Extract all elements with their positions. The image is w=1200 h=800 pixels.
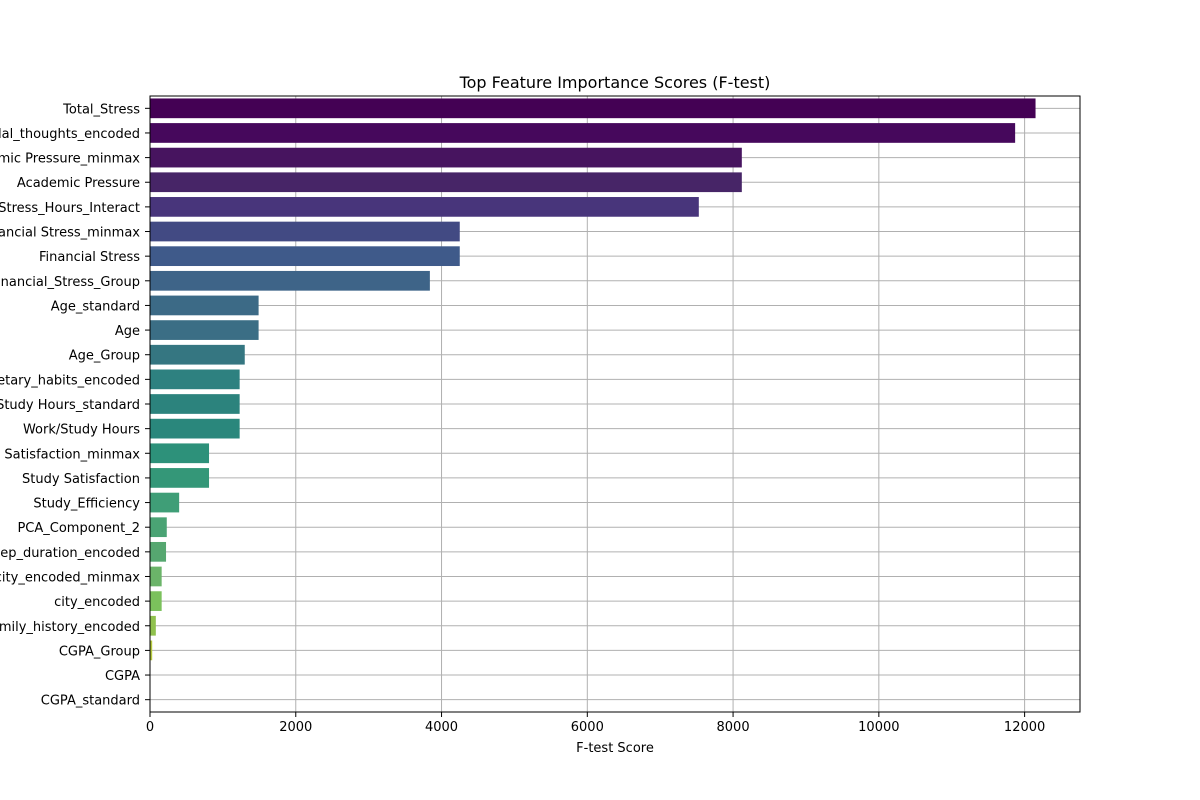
y-tick-label: PCA_Component_2: [17, 521, 140, 536]
x-tick-label: 8000: [717, 720, 750, 735]
bar: [150, 615, 156, 636]
bar: [150, 541, 167, 562]
bar: [150, 640, 153, 661]
y-tick-label: Age_Group: [69, 349, 140, 364]
x-tick-label: 12000: [1004, 720, 1045, 735]
bar: [150, 566, 162, 587]
bar: [150, 172, 742, 193]
y-tick-labels: Total_Stress Have you ever had suicidal_t…: [0, 102, 150, 709]
y-tick-label: Work/Study Hours_standard: [0, 398, 140, 413]
bar: [150, 123, 1016, 143]
y-tick-label: Study Satisfaction_minmax: [0, 447, 140, 462]
y-tick-label: CGPA: [105, 669, 140, 684]
x-axis-label: F-test Score: [576, 741, 654, 756]
x-tick-label: 10000: [858, 720, 899, 735]
y-tick-label: family_history_encoded: [0, 620, 140, 635]
y-tick-label: Study Satisfaction: [22, 472, 140, 487]
bar: [150, 98, 1036, 119]
x-tick-label: 2000: [279, 720, 312, 735]
y-tick-label: city_encoded: [54, 595, 140, 610]
bar: [150, 443, 210, 464]
bar: [150, 197, 699, 217]
y-tick-label: CGPA_Group: [59, 644, 140, 659]
bar: [150, 295, 259, 316]
y-tick-label: Total_Stress: [62, 102, 140, 117]
bar: [150, 320, 259, 340]
bar: [150, 517, 167, 538]
bar: [150, 418, 240, 439]
bar: [150, 270, 430, 291]
y-tick-label: sleep_duration_encoded: [0, 546, 140, 561]
bar: [150, 369, 240, 390]
bar: [150, 344, 245, 365]
y-tick-label: Age: [115, 324, 140, 339]
x-tick-label: 6000: [571, 720, 604, 735]
y-tick-label: Academic Pressure: [17, 176, 140, 191]
y-tick-label: Age_standard: [51, 299, 140, 314]
y-tick-label: Academic Pressure_minmax: [0, 152, 140, 167]
bar: [150, 394, 240, 414]
bar: [150, 468, 210, 488]
bar: [150, 492, 180, 513]
y-tick-label: Financial_Stress_Group: [0, 275, 140, 290]
x-tick-labels: 0 2000 4000 6000 8000 10000 12000: [146, 712, 1045, 735]
bar: [150, 591, 162, 611]
bars: [150, 98, 1036, 710]
y-tick-label: Have you ever had suicidal_thoughts_enco…: [0, 127, 140, 142]
x-tick-label: 4000: [425, 720, 458, 735]
chart-title: Top Feature Importance Scores (F-test): [459, 73, 771, 92]
y-tick-label: Study_Efficiency: [33, 497, 140, 512]
y-tick-label: Stress_Hours_Interact: [0, 201, 140, 216]
y-tick-label: Financial Stress: [39, 250, 140, 265]
bar: [150, 147, 742, 168]
bar: [150, 246, 460, 267]
y-tick-label: city_encoded_minmax: [0, 570, 140, 585]
y-tick-label: dietary_habits_encoded: [0, 373, 140, 388]
y-tick-label: Work/Study Hours: [23, 423, 140, 438]
bar: [150, 221, 460, 242]
y-tick-label: Financial Stress_minmax: [0, 226, 140, 241]
x-tick-label: 0: [146, 720, 154, 735]
y-tick-label: CGPA_standard: [41, 694, 140, 709]
